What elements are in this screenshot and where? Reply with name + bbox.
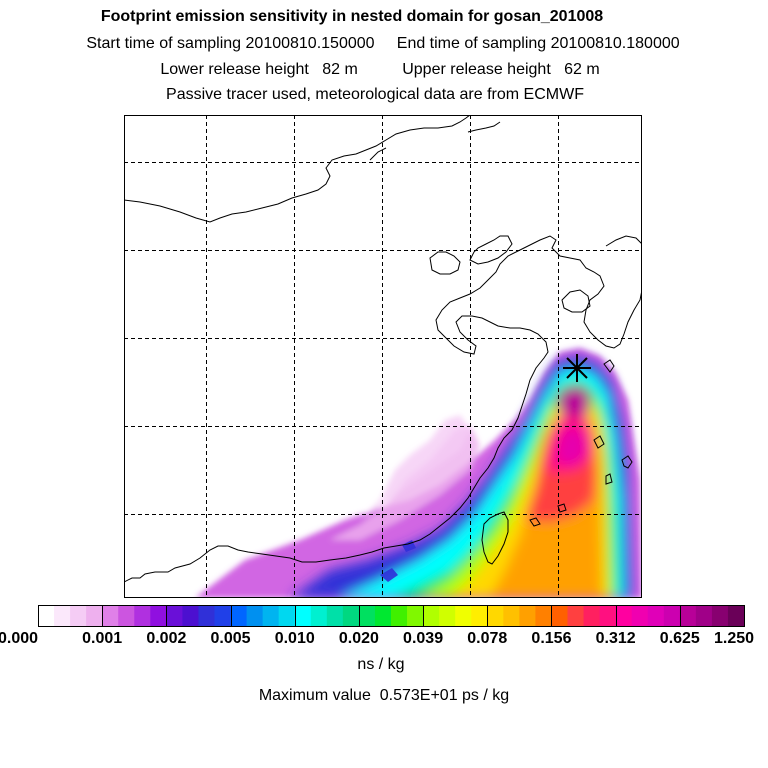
color-scale-cell (695, 605, 713, 626)
color-scale-cell (727, 605, 745, 626)
color-scale-label: 0.000 (0, 630, 39, 647)
graticule (124, 115, 642, 598)
color-scale-cell (150, 605, 167, 626)
color-scale-cell (246, 605, 264, 626)
color-scale-label: 0.002 (146, 630, 187, 647)
color-scale-cell (86, 605, 103, 626)
color-scale-cell (423, 605, 440, 626)
color-scale-cell (38, 605, 55, 626)
units-label: ns / kg (357, 656, 405, 673)
color-scale-cell (631, 605, 649, 626)
color-scale-cell (294, 605, 312, 626)
maximum-value: Maximum value 0.573E+01 ps / kg (258, 687, 510, 704)
color-scale-cell (118, 605, 135, 626)
color-scale-cell (102, 605, 119, 626)
color-scale-cell (663, 605, 681, 626)
color-scale-label: 0.625 (659, 630, 700, 647)
color-scale-cell (214, 605, 232, 626)
footprint-map (124, 115, 642, 598)
color-scale-cell (455, 605, 472, 626)
color-scale-cell (262, 605, 280, 626)
color-scale-cell (487, 605, 504, 626)
color-scale-cell (599, 605, 617, 626)
color-scale-label: 0.156 (531, 630, 572, 647)
color-scale-label: 1.250 (713, 630, 755, 647)
color-scale-cell (503, 605, 520, 626)
color-scale-cell (374, 605, 392, 626)
color-scale-cell (278, 605, 296, 626)
color-scale-cell (551, 605, 568, 626)
color-scale-cell (711, 605, 729, 626)
color-scale-label: 0.001 (82, 630, 123, 647)
color-scale-cell (182, 605, 199, 626)
map-frame (124, 115, 642, 598)
color-scale-cell (567, 605, 585, 626)
sampling-times: Start time of sampling 20100810.150000 E… (86, 35, 680, 52)
color-scale-cell (407, 605, 424, 626)
color-scale (38, 605, 745, 627)
color-scale-cell (615, 605, 633, 626)
color-scale-label: 0.039 (403, 630, 444, 647)
color-scale-cell (166, 605, 183, 626)
map-title: Footprint emission sensitivity in nested… (100, 8, 604, 25)
color-scale-cell (54, 605, 71, 626)
color-scale-cell (439, 605, 456, 626)
color-scale-cell (647, 605, 665, 626)
color-scale-cell (535, 605, 552, 626)
color-scale-label: 0.020 (338, 630, 379, 647)
color-scale-label: 0.010 (274, 630, 315, 647)
release-heights: Lower release height 82 m Upper release … (160, 61, 600, 78)
color-scale-cell (679, 605, 697, 626)
color-scale-cell (310, 605, 328, 626)
color-scale-cell (583, 605, 601, 626)
tracer-info: Passive tracer used, meteorological data… (166, 86, 584, 103)
color-scale-cell (134, 605, 151, 626)
color-scale-cell (70, 605, 87, 626)
receptor-marker (563, 354, 591, 382)
color-scale-cell (471, 605, 488, 626)
color-scale-cell (342, 605, 360, 626)
color-scale-cell (326, 605, 344, 626)
color-scale-cell (230, 605, 248, 626)
color-scale-cell (358, 605, 376, 626)
color-scale-label: 0.312 (595, 630, 636, 647)
color-scale-label: 0.005 (210, 630, 251, 647)
color-scale-cell (519, 605, 536, 626)
color-scale-cell (198, 605, 215, 626)
color-scale-cell (391, 605, 408, 626)
footprint-field (195, 348, 642, 598)
color-scale-label: 0.078 (467, 630, 508, 647)
